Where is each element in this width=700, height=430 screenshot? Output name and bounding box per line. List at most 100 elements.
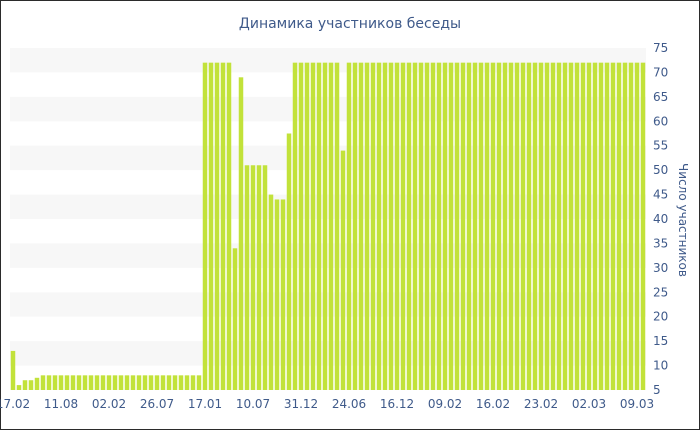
bar <box>88 375 94 390</box>
bar <box>262 165 268 390</box>
bar <box>580 62 586 390</box>
x-tick-label: 16.12 <box>380 397 414 411</box>
bar <box>574 62 580 390</box>
x-tick-label: 09.02 <box>428 397 462 411</box>
bar <box>358 62 364 390</box>
y-tick-label: 20 <box>653 310 668 324</box>
y-tick-label: 50 <box>653 163 668 177</box>
bar <box>250 165 256 390</box>
y-tick-label: 35 <box>653 236 668 250</box>
bar <box>382 62 388 390</box>
x-tick-labels: 17.02 11.08 02.02 26.07 17.01 10.07 31.12 24.06… <box>0 397 654 411</box>
bar <box>394 62 400 390</box>
chart-title: Динамика участников беседы <box>239 16 461 32</box>
bar <box>628 62 634 390</box>
bar <box>322 62 328 390</box>
bar <box>214 62 220 390</box>
bar <box>370 62 376 390</box>
bar <box>64 375 70 390</box>
bar <box>340 150 346 390</box>
bar <box>76 375 82 390</box>
bar <box>10 350 16 390</box>
bar <box>460 62 466 390</box>
bar <box>304 62 310 390</box>
y-tick-labels: 5 10 15 20 25 30 35 40 45 50 55 60 65 70 75 <box>653 41 668 397</box>
bar <box>220 62 226 390</box>
y-tick-label: 60 <box>653 114 668 128</box>
grid-band <box>10 292 646 317</box>
bar <box>226 62 232 390</box>
bar <box>172 375 178 390</box>
bar <box>376 62 382 390</box>
bar <box>136 375 142 390</box>
x-tick-label: 26.07 <box>140 397 174 411</box>
x-tick-label: 24.06 <box>332 397 366 411</box>
bar <box>130 375 136 390</box>
bar <box>568 62 574 390</box>
bar <box>58 375 64 390</box>
bar <box>148 375 154 390</box>
bar <box>478 62 484 390</box>
bar <box>16 385 22 390</box>
bar <box>46 375 52 390</box>
x-tick-label: 02.02 <box>92 397 126 411</box>
bar <box>592 62 598 390</box>
y-tick-label: 10 <box>653 359 668 373</box>
x-tick-label: 31.12 <box>284 397 318 411</box>
bar <box>520 62 526 390</box>
grid-band <box>10 194 646 219</box>
bar <box>610 62 616 390</box>
grid-band <box>10 48 646 73</box>
bar <box>472 62 478 390</box>
bar <box>166 375 172 390</box>
bar <box>466 62 472 390</box>
y-tick-label: 15 <box>653 334 668 348</box>
bar <box>502 62 508 390</box>
bar <box>268 194 274 390</box>
bar <box>562 62 568 390</box>
bar <box>256 165 262 390</box>
bar <box>52 375 58 390</box>
x-tick-label: 09.03 <box>620 397 654 411</box>
bar <box>142 375 148 390</box>
y-tick-label: 65 <box>653 90 668 104</box>
bar <box>196 375 202 390</box>
x-tick-label: 10.07 <box>236 397 270 411</box>
bar <box>508 62 514 390</box>
bar <box>388 62 394 390</box>
x-tick-label: 16.02 <box>476 397 510 411</box>
bar <box>598 62 604 390</box>
y-tick-label: 55 <box>653 139 668 153</box>
x-tick-label: 23.02 <box>524 397 558 411</box>
bar <box>418 62 424 390</box>
x-tick-label: 17.01 <box>188 397 222 411</box>
bar <box>118 375 124 390</box>
bar <box>490 62 496 390</box>
bar <box>178 375 184 390</box>
bar <box>406 62 412 390</box>
bar <box>238 77 244 390</box>
bar <box>616 62 622 390</box>
bar <box>160 375 166 390</box>
bar <box>40 375 46 390</box>
bar <box>586 62 592 390</box>
bar <box>124 375 130 390</box>
bar <box>154 375 160 390</box>
bar <box>334 62 340 390</box>
bar <box>400 62 406 390</box>
bar <box>70 375 76 390</box>
grid-band <box>10 341 646 366</box>
bar <box>430 62 436 390</box>
bar <box>298 62 304 390</box>
bar <box>100 375 106 390</box>
bar <box>514 62 520 390</box>
bar <box>640 62 646 390</box>
bar <box>544 62 550 390</box>
bar <box>526 62 532 390</box>
bar <box>328 62 334 390</box>
bar <box>364 62 370 390</box>
bar <box>28 380 34 390</box>
grid-band <box>10 243 646 268</box>
y-axis-label: Число участников <box>676 163 690 277</box>
